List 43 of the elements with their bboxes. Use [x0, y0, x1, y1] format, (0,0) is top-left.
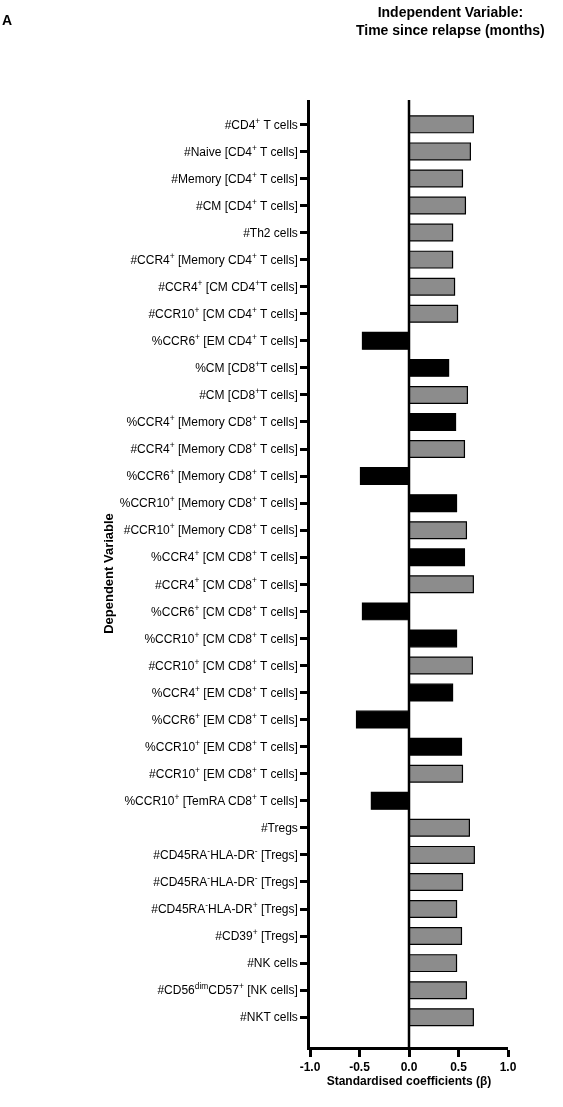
y-tick-label: %CCR4$^{+}$ [CM CD8$^{+}$ T cells] — [151, 548, 298, 565]
y-tick-label: #CCR4$^{+}$ [CM CD4$^{+}$T cells] — [158, 277, 298, 294]
y-tick-label: #CD4$^{+}$ T cells — [224, 115, 298, 132]
y-tick-label: %CCR6$^{+}$ [EM CD8$^{+}$ T cells] — [151, 710, 298, 727]
y-tick-label: %CCR10$^{+}$ [Memory CD8$^{+}$ T cells] — [119, 494, 298, 511]
y-tick-label: #CCR4$^{+}$ [Memory CD8$^{+}$ T cells] — [130, 440, 298, 457]
y-tick-label: #CCR4$^{+}$ [CM CD8$^{+}$ T cells] — [155, 575, 298, 592]
y-tick-label: %CCR10$^{+}$ [EM CD8$^{+}$ T cells] — [145, 737, 298, 754]
y-tick-label: %CCR10$^{+}$ [TemRA CD8$^{+}$ T cells] — [124, 791, 298, 808]
y-tick-label: #CCR10$^{+}$ [CM CD4$^{+}$ T cells] — [148, 304, 298, 321]
x-tick-label: 0.5 — [450, 1060, 468, 1075]
y-tick-label: %CCR6$^{+}$ [EM CD4$^{+}$ T cells] — [151, 331, 298, 349]
y-tick-label: #CCR4$^{+}$ [Memory CD4$^{+}$ T cells] — [130, 250, 298, 267]
y-tick-label: %CM [CD8$^{+}$T cells] — [195, 359, 298, 376]
text: A — [2, 12, 13, 28]
chart-title: Independent Variable: Time since relapse (months) — [355, 3, 545, 38]
y-axis-title: Dependent Variable — [100, 513, 116, 634]
y-tick-label: #CCR10$^{+}$ [CM CD8$^{+}$ T cells] — [148, 656, 298, 673]
y-tick-label: %CCR4$^{+}$ [EM CD8$^{+}$ T cells] — [151, 683, 298, 700]
y-tick-label: #CD45RA$^{-}$HLA-DR$^{-}$ [Tregs] — [153, 846, 298, 863]
y-tick-label: %CCR10$^{+}$ [CM CD8$^{+}$ T cells] — [144, 629, 298, 646]
x-tick-label: 1.0 — [499, 1060, 517, 1075]
x-tick-label: -1.0 — [299, 1060, 321, 1075]
y-tick-label: %CCR4$^{+}$ [Memory CD8$^{+}$ T cells] — [126, 413, 298, 430]
y-tick-label: #CD45RA$^{-}$HLA-DR$^{+}$ [Tregs] — [151, 900, 298, 917]
y-tick-label: #Th2 cells — [243, 225, 298, 240]
x-tick-label: -0.5 — [349, 1060, 371, 1075]
y-tick-label: #Naive [CD4$^{+}$ T cells] — [184, 142, 298, 159]
y-tick-label: #CD56$^{dim}$CD57$^{+}$ [NK cells] — [157, 981, 298, 998]
y-tick-label: #CD39$^{+}$ [Tregs] — [215, 927, 298, 944]
y-tick-label: #Memory [CD4$^{+}$ T cells] — [171, 169, 298, 186]
y-tick-label: #CM [CD4$^{+}$ T cells] — [196, 196, 298, 213]
y-tick-label: %CCR6$^{+}$ [Memory CD8$^{+}$ T cells] — [126, 467, 298, 484]
x-tick-label: 0.0 — [400, 1060, 418, 1075]
y-tick-label: %CCR6$^{+}$ [CM CD8$^{+}$ T cells] — [151, 602, 298, 619]
y-tick-label: #NK cells — [247, 956, 298, 971]
y-tick-label: #NKT cells — [240, 1010, 298, 1025]
y-tick-label: #Tregs — [260, 821, 298, 836]
y-tick-label: #CCR10$^{+}$ [EM CD8$^{+}$ T cells] — [149, 764, 298, 781]
y-tick-label: #CD45RA$^{-}$HLA-DR$^{-}$ [Tregs] — [153, 873, 298, 890]
y-tick-label: #CM [CD8$^{+}$T cells] — [199, 386, 298, 403]
y-tick-label: #CCR10$^{+}$ [Memory CD8$^{+}$ T cells] — [123, 521, 298, 538]
x-axis-title: Standardised coefficients (β) — [326, 1074, 492, 1089]
